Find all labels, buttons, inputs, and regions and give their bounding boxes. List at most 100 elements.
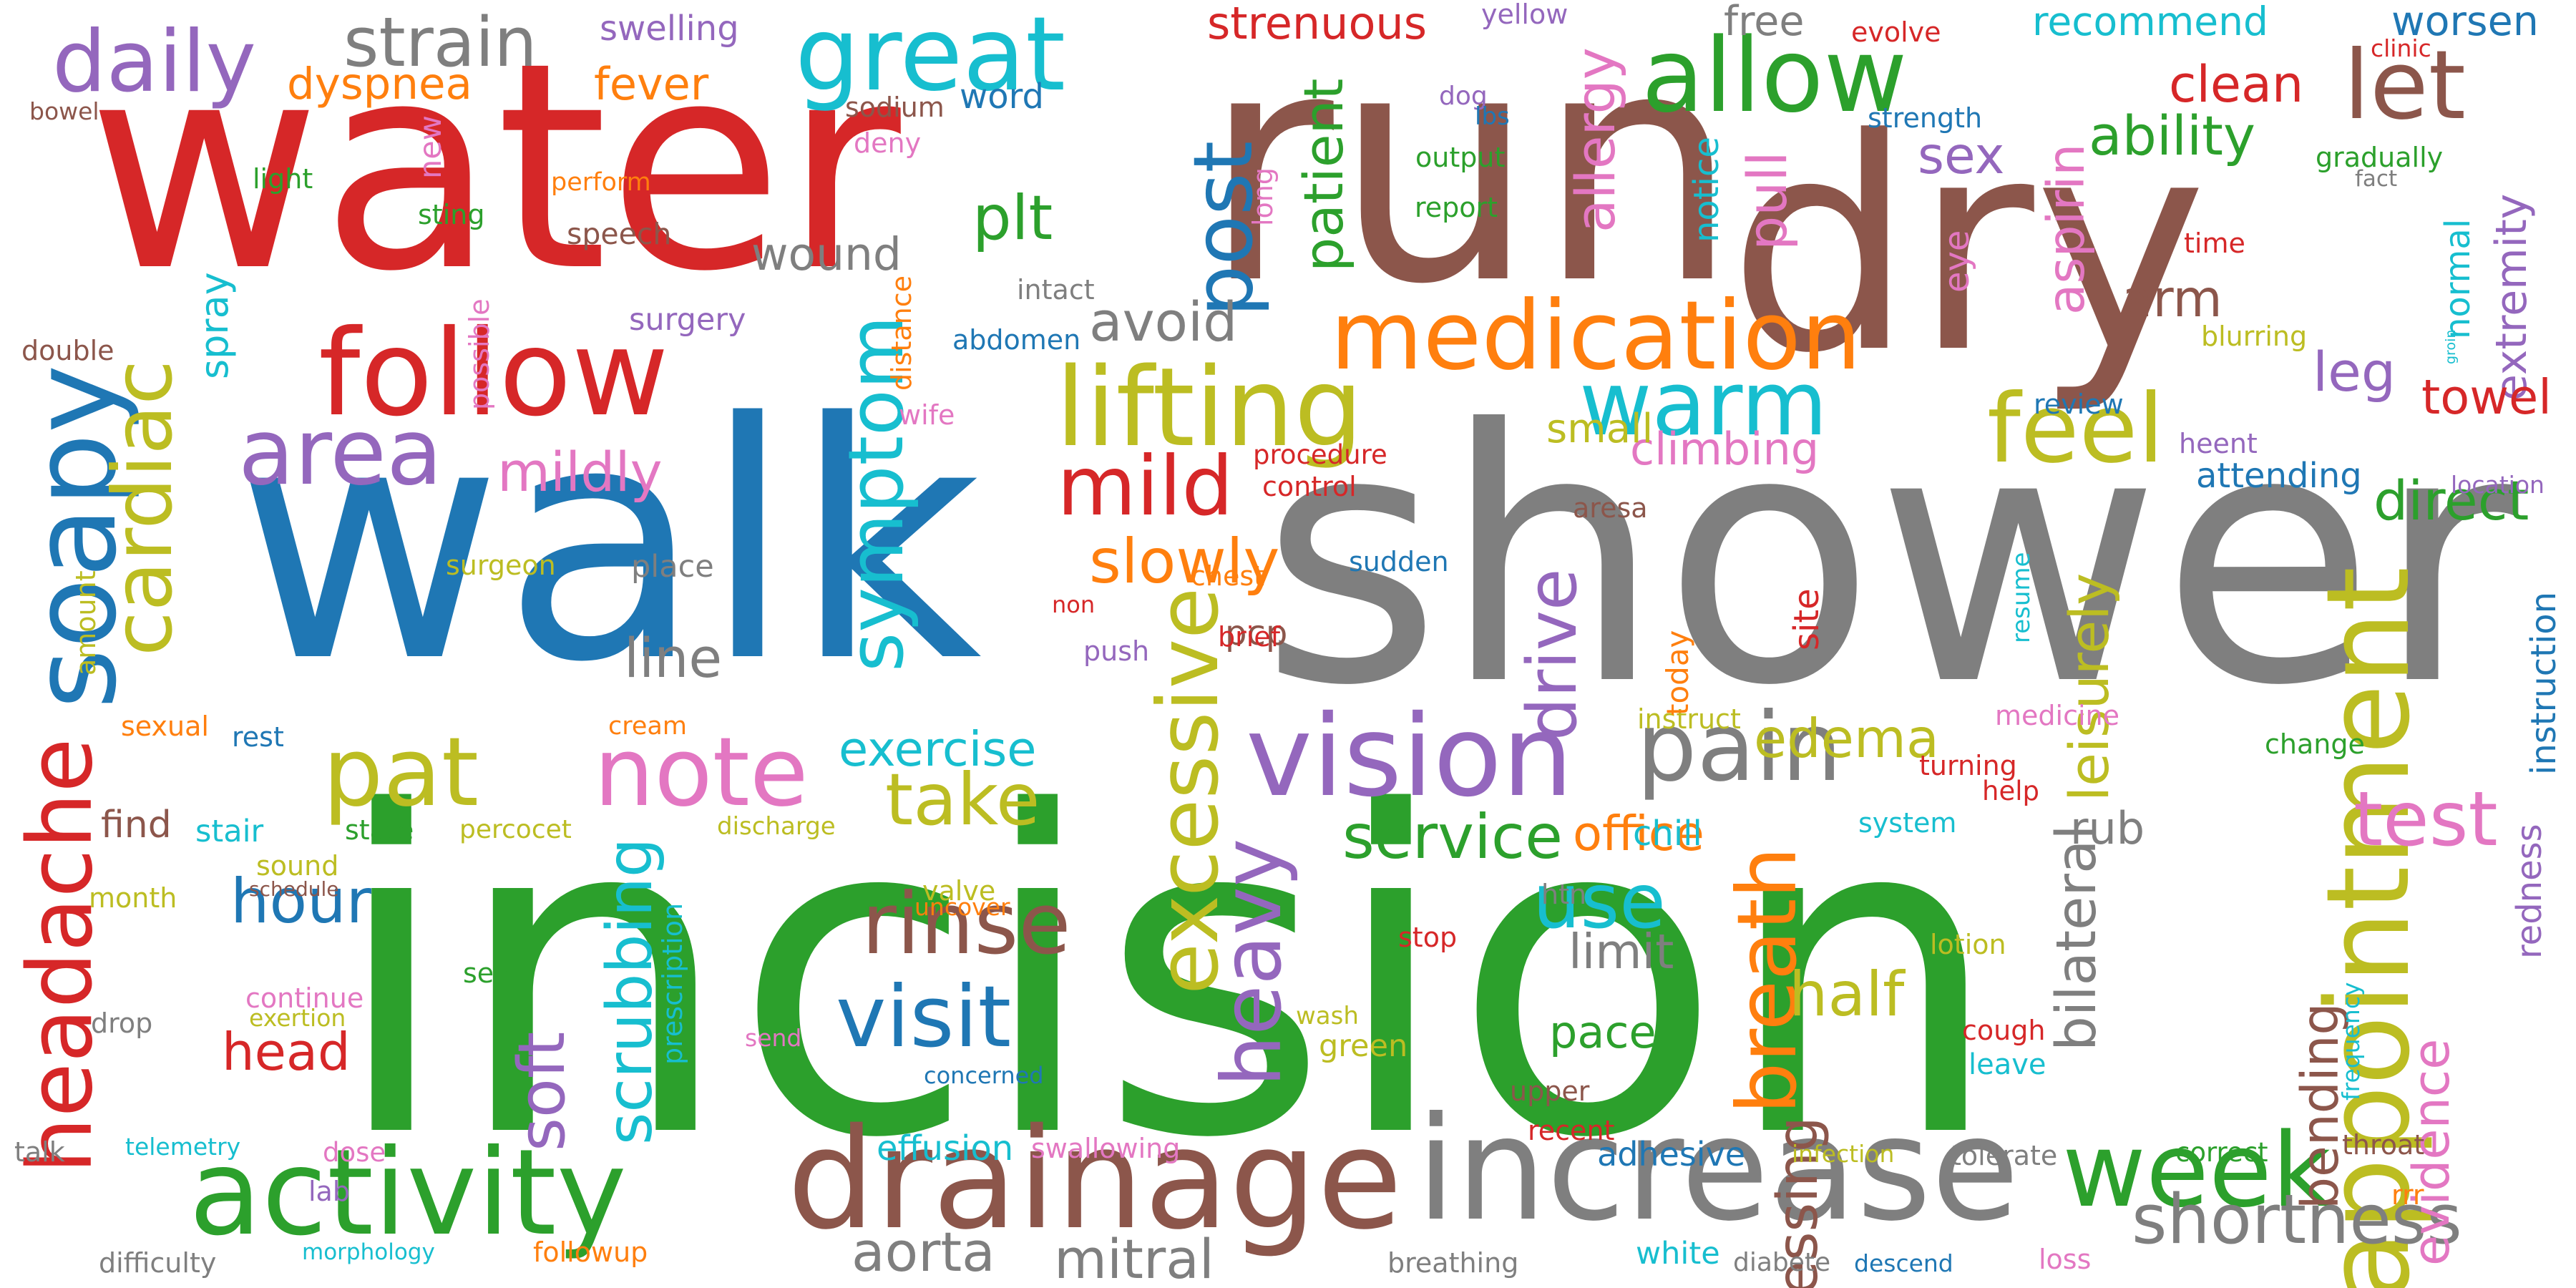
word-effusion: effusion <box>877 1128 1014 1169</box>
word-talk: talk <box>14 1136 65 1168</box>
word-lifting: lifting <box>1055 344 1363 471</box>
word-send: send <box>745 1024 802 1052</box>
word-drive: drive <box>1513 568 1592 741</box>
word-instruct: instruct <box>1637 703 1741 735</box>
word-telemetry: telemetry <box>125 1133 241 1161</box>
word-wound: wound <box>751 228 902 280</box>
word-mildly: mildly <box>497 440 663 504</box>
word-blurring: blurring <box>2201 321 2308 352</box>
word-hour: hour <box>230 866 371 937</box>
word-dyspnea: dyspnea <box>287 59 472 109</box>
word-plt: plt <box>972 182 1053 254</box>
word-see: see <box>463 957 511 989</box>
word-spray: spray <box>192 272 237 379</box>
word-soft: soft <box>504 1031 580 1151</box>
word-incision: incision <box>330 719 2004 1234</box>
word-visit: visit <box>836 968 1012 1067</box>
word-towel: towel <box>2421 369 2552 425</box>
word-climbing: climbing <box>1630 423 1820 475</box>
word-recent: recent <box>1528 1115 1615 1146</box>
word-prescription: prescription <box>657 902 688 1065</box>
word-test: test <box>2353 776 2498 863</box>
word-small: small <box>1546 406 1654 452</box>
word-medicine: medicine <box>1995 700 2119 731</box>
word-pcp: pcp <box>1225 613 1288 653</box>
word-notice: notice <box>1687 137 1727 243</box>
word-exertion: exertion <box>249 1004 346 1032</box>
word-increase: increase <box>1416 1086 2019 1253</box>
word-cream: cream <box>608 712 687 741</box>
word-limit: limit <box>1568 924 1674 980</box>
word-fever: fever <box>594 58 709 110</box>
word-light: light <box>253 163 313 195</box>
word-normal: normal <box>2438 218 2478 339</box>
word-continue: continue <box>245 982 364 1014</box>
word-wife: wife <box>899 399 955 431</box>
word-site: site <box>1787 588 1827 650</box>
word-brief: brief <box>1218 621 1281 653</box>
word-area: area <box>238 399 443 506</box>
word-chill: chill <box>1633 814 1702 854</box>
word-place: place <box>631 549 714 585</box>
word-long: long <box>1247 167 1279 226</box>
word-aresa: aresa <box>1573 492 1648 524</box>
word-sting: sting <box>418 199 485 230</box>
word-sound: sound <box>256 850 339 882</box>
word-follow: follow <box>318 305 669 443</box>
word-ability: ability <box>2089 104 2255 167</box>
word-use: use <box>1533 858 1666 945</box>
word-wash: wash <box>1296 1002 1359 1030</box>
word-push: push <box>1083 635 1150 667</box>
word-infection: infection <box>1792 1140 1895 1168</box>
word-lotion: lotion <box>1930 929 2006 960</box>
word-head: head <box>222 1022 351 1082</box>
word-pain: pain <box>1636 693 1843 803</box>
word-instruction: instruction <box>2524 591 2564 775</box>
word-state: state <box>345 814 414 846</box>
word-rest: rest <box>232 721 284 753</box>
word-double: double <box>21 335 114 366</box>
word-amount: amount <box>70 570 102 675</box>
word-allergy: allergy <box>1563 47 1627 233</box>
word-leg: leg <box>2313 340 2396 404</box>
word-white: white <box>1636 1236 1720 1272</box>
word-warm: warm <box>1579 353 1828 456</box>
word-swelling: swelling <box>600 9 739 49</box>
word-green: green <box>1319 1028 1408 1064</box>
word-correct: correct <box>2175 1137 2268 1168</box>
word-deny: deny <box>854 127 922 159</box>
word-office: office <box>1573 806 1704 862</box>
word-bowel: bowel <box>29 97 99 125</box>
word-note: note <box>594 718 809 828</box>
word-mitral: mitral <box>1054 1227 1214 1288</box>
word-perform: perform <box>551 168 651 197</box>
word-surgery: surgery <box>629 302 746 338</box>
word-strenuous: strenuous <box>1207 0 1428 49</box>
word-chest: chest <box>1191 560 1265 592</box>
word-edema: edema <box>1754 707 1939 770</box>
word-clean: clean <box>2169 55 2304 114</box>
word-fact: fact <box>2355 166 2398 192</box>
word-diabete: diabete <box>1733 1248 1831 1277</box>
word-recommend: recommend <box>2032 0 2268 44</box>
word-bilateral: bilateral <box>2045 824 2109 1051</box>
word-yellow: yellow <box>1481 0 1568 30</box>
word-daily: daily <box>52 13 257 112</box>
word-valve: valve <box>922 875 996 907</box>
word-avoid: avoid <box>1089 290 1238 353</box>
word-system: system <box>1858 807 1957 839</box>
word-headache: headache <box>9 738 112 1174</box>
word-non: non <box>1052 591 1096 618</box>
word-pace: pace <box>1549 1006 1657 1058</box>
word-water: water <box>87 2 901 334</box>
word-free: free <box>1724 0 1805 45</box>
word-report: report <box>1415 192 1498 223</box>
word-new: new <box>413 115 449 179</box>
word-take: take <box>885 758 1040 841</box>
word-today: today <box>1660 630 1695 716</box>
word-dry: dry <box>1728 77 2207 417</box>
word-discharge: discharge <box>717 812 836 841</box>
word-lbs: lbs <box>1475 102 1510 131</box>
word-loss: loss <box>2039 1244 2092 1275</box>
word-followup: followup <box>533 1236 648 1268</box>
